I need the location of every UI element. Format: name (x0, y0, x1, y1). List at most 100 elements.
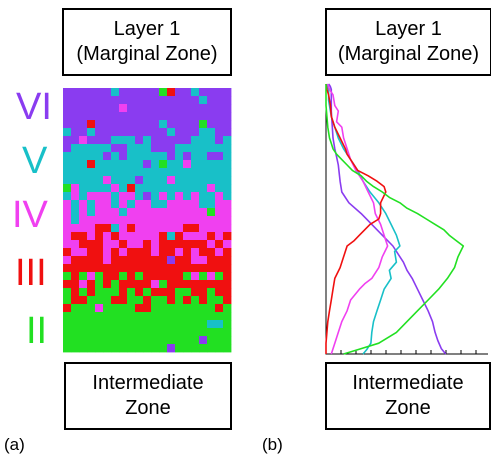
mosaic-cell (175, 288, 184, 297)
mosaic-cell (103, 344, 112, 353)
mosaic-cell (79, 168, 88, 177)
mosaic-cell (95, 240, 104, 249)
mosaic-cell (119, 328, 128, 337)
mosaic-cell (191, 248, 200, 257)
mosaic-cell (79, 288, 88, 297)
mosaic-cell (191, 104, 200, 113)
mosaic-cell (79, 200, 88, 209)
mosaic-cell (71, 136, 80, 145)
mosaic-cell (119, 240, 128, 249)
mosaic-cell (71, 232, 80, 241)
mosaic-cell (71, 280, 80, 289)
mosaic-cell (127, 216, 136, 225)
mosaic-cell (223, 232, 232, 241)
mosaic-cell (95, 136, 104, 145)
mosaic-cell (127, 176, 136, 185)
mosaic-cell (63, 216, 72, 225)
mosaic-cell (95, 96, 104, 105)
mosaic-cell (103, 312, 112, 321)
mosaic-cell (63, 184, 72, 193)
mosaic-cell (135, 320, 144, 329)
mosaic-cell (79, 192, 88, 201)
mosaic-cell (71, 112, 80, 121)
mosaic-cell (111, 112, 120, 121)
mosaic-cell (207, 104, 216, 113)
mosaic-cell (103, 168, 112, 177)
mosaic-cell (127, 320, 136, 329)
mosaic-cell (103, 296, 112, 305)
mosaic-cell (223, 88, 232, 97)
mosaic-cell (119, 136, 128, 145)
mosaic-cell (199, 304, 208, 313)
mosaic-cell (103, 104, 112, 113)
mosaic-cell (119, 200, 128, 209)
series-line-2 (327, 83, 389, 355)
mosaic-cell (215, 240, 224, 249)
mosaic-cell (223, 240, 232, 249)
mosaic-cell (199, 184, 208, 193)
mosaic-cell (183, 128, 192, 137)
mosaic-cell (63, 96, 72, 105)
mosaic-cell (111, 240, 120, 249)
mosaic-cell (71, 240, 80, 249)
mosaic-cell (71, 328, 80, 337)
mosaic-cell (199, 120, 208, 129)
mosaic-cell (191, 336, 200, 345)
mosaic-cell (223, 208, 232, 217)
mosaic-cell (143, 176, 152, 185)
mosaic-cell (183, 136, 192, 145)
mosaic-cell (63, 240, 72, 249)
mosaic-cell (111, 232, 120, 241)
mosaic-cell (167, 184, 176, 193)
mosaic-cell (159, 152, 168, 161)
mosaic-cell (223, 272, 232, 281)
mosaic-cell (111, 256, 120, 265)
mosaic-cell (143, 168, 152, 177)
mosaic-cell (207, 272, 216, 281)
mosaic-cell (103, 200, 112, 209)
mosaic-cell (183, 304, 192, 313)
mosaic-cell (79, 224, 88, 233)
mosaic-cell (175, 224, 184, 233)
mosaic-cell (79, 88, 88, 97)
mosaic-cell (151, 208, 160, 217)
mosaic-cell (119, 160, 128, 169)
mosaic-cell (183, 208, 192, 217)
mosaic-cell (103, 144, 112, 153)
mosaic-cell (167, 240, 176, 249)
mosaic-cell (111, 224, 120, 233)
mosaic-cell (199, 232, 208, 241)
mosaic-cell (63, 208, 72, 217)
mosaic-cell (127, 240, 136, 249)
mosaic-cell (87, 144, 96, 153)
mosaic-cell (175, 112, 184, 121)
mosaic-cell (159, 160, 168, 169)
mosaic-cell (143, 288, 152, 297)
mosaic-cell (215, 304, 224, 313)
mosaic-cell (159, 344, 168, 353)
mosaic-cell (63, 136, 72, 145)
mosaic-cell (87, 296, 96, 305)
mosaic-cell (191, 144, 200, 153)
mosaic-cell (215, 288, 224, 297)
panel-a-bottom-line1: Intermediate (92, 372, 204, 394)
mosaic-cell (183, 104, 192, 113)
mosaic-cell (63, 336, 72, 345)
mosaic-cell (95, 152, 104, 161)
mosaic-cell (87, 120, 96, 129)
mosaic-cell (111, 312, 120, 321)
mosaic-cell (135, 256, 144, 265)
mosaic-cell (95, 216, 104, 225)
mosaic-cell (143, 264, 152, 273)
mosaic-cell (111, 336, 120, 345)
mosaic-cell (167, 136, 176, 145)
mosaic-cell (191, 88, 200, 97)
mosaic-cell (207, 256, 216, 265)
mosaic-cell (191, 264, 200, 273)
mosaic-cell (111, 200, 120, 209)
mosaic-cell (127, 312, 136, 321)
series-line-0 (327, 83, 447, 355)
mosaic-cell (63, 232, 72, 241)
mosaic-cell (87, 160, 96, 169)
mosaic-cell (111, 136, 120, 145)
